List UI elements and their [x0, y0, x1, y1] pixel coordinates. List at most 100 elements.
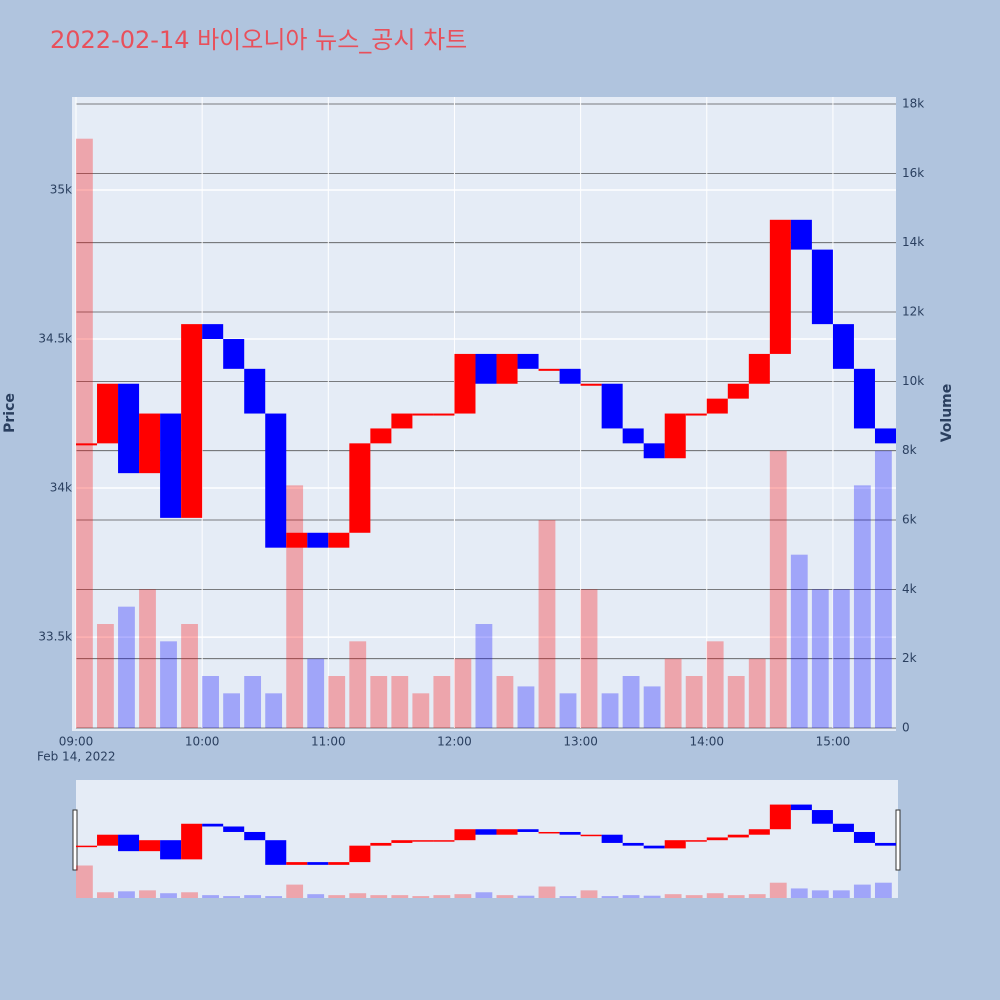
candle: [412, 413, 434, 416]
candle: [517, 353, 539, 369]
volume-bar: [76, 138, 93, 728]
candle: [580, 383, 602, 386]
y-axis-title: Price: [2, 393, 18, 433]
candle: [202, 324, 224, 340]
slider-candle: [118, 834, 140, 852]
x-tick-label: 09:00: [59, 735, 94, 749]
volume-bar: [727, 676, 745, 728]
slider-volume-bar: [853, 884, 871, 898]
y2-tick-label: 6k: [902, 513, 917, 527]
candle: [244, 368, 266, 414]
slider-volume-bar: [832, 890, 850, 898]
slider-candle: [286, 862, 308, 865]
volume-bar: [391, 676, 409, 728]
volume-bar: [853, 485, 871, 728]
y2-axis-title: Volume: [939, 384, 955, 443]
slider-candle: [328, 862, 350, 865]
slider-volume-bar: [643, 895, 661, 898]
slider-candle: [391, 840, 413, 843]
candle: [664, 413, 686, 459]
slider-candle: [307, 862, 329, 865]
volume-bar: [97, 624, 114, 728]
volume-bar: [286, 485, 304, 728]
slider-volume-bar: [790, 888, 808, 898]
slider-candle: [433, 840, 455, 842]
candle: [790, 219, 812, 250]
slider-volume-bar: [328, 895, 346, 898]
volume-bar: [118, 606, 135, 728]
slider-candle: [559, 831, 581, 835]
slider-volume-bar: [685, 895, 703, 898]
slider-volume-bar: [538, 886, 556, 898]
slider-candle: [223, 826, 245, 832]
y2-tick-label: 0: [902, 721, 910, 735]
slider-candle: [706, 837, 728, 841]
candle: [769, 219, 791, 354]
candle: [727, 383, 749, 399]
x-tick-label: 15:00: [816, 735, 851, 749]
volume-bar: [517, 686, 535, 728]
slider-volume-bar: [874, 882, 892, 898]
candle: [181, 324, 203, 518]
candle: [391, 413, 413, 429]
slider-volume-bar: [517, 895, 535, 898]
slider-candle: [160, 840, 182, 860]
slider-candle: [181, 823, 203, 860]
slider-candle: [454, 829, 476, 841]
plot-area: [72, 97, 896, 731]
candle: [76, 443, 98, 446]
y-tick-label: 34.5k: [38, 332, 72, 346]
slider-candle: [622, 842, 644, 846]
candle: [454, 353, 476, 414]
y2-tick-label: 8k: [902, 443, 917, 457]
slider-volume-bar: [811, 890, 829, 898]
slider-candle: [475, 829, 497, 835]
chart-title: 2022-02-14 바이오니아 뉴스_공시 차트: [50, 26, 467, 54]
slider-candle: [76, 845, 98, 848]
slider-candle: [727, 834, 749, 838]
volume-bar: [706, 641, 724, 728]
candle: [307, 532, 329, 548]
volume-bar: [160, 641, 177, 728]
volume-bar: [664, 658, 682, 728]
candle: [811, 249, 833, 325]
slider-candle: [643, 845, 665, 849]
slider-volume-bar: [580, 890, 598, 898]
x-sublabel: Feb 14, 2022: [37, 750, 116, 764]
volume-bar: [307, 658, 325, 728]
slider-handle[interactable]: [72, 809, 78, 871]
volume-bar: [202, 676, 219, 728]
slider-candle: [853, 831, 875, 843]
slider-candle: [790, 804, 812, 811]
candle: [601, 383, 623, 429]
slider-candle: [685, 840, 707, 842]
candle: [559, 368, 581, 384]
candle: [433, 413, 455, 416]
slider-volume-bar: [559, 896, 577, 898]
slider-volume-bar: [307, 894, 325, 898]
slider-candle: [370, 842, 392, 846]
slider-candle: [244, 831, 266, 841]
volume-bar: [748, 658, 766, 728]
slider-volume-bar: [391, 895, 409, 898]
slider-volume-bar: [139, 890, 156, 898]
slider-candle: [748, 829, 770, 835]
slider-candle: [349, 845, 371, 863]
x-tick-label: 14:00: [689, 735, 724, 749]
volume-bar: [223, 693, 240, 728]
candle: [118, 383, 140, 474]
volume-bar: [370, 676, 388, 728]
x-tick-label: 11:00: [311, 735, 346, 749]
candle: [643, 443, 665, 459]
range-slider[interactable]: [76, 780, 898, 898]
slider-volume-bar: [622, 895, 640, 898]
candle: [538, 368, 560, 371]
slider-handle[interactable]: [895, 809, 901, 871]
x-tick-label: 13:00: [563, 735, 598, 749]
candle: [832, 324, 854, 369]
slider-volume-bar: [664, 894, 682, 898]
candle: [475, 353, 497, 384]
y2-tick-label: 14k: [902, 235, 924, 249]
y-tick-label: 34k: [50, 481, 72, 495]
x-tick-label: 10:00: [185, 735, 220, 749]
